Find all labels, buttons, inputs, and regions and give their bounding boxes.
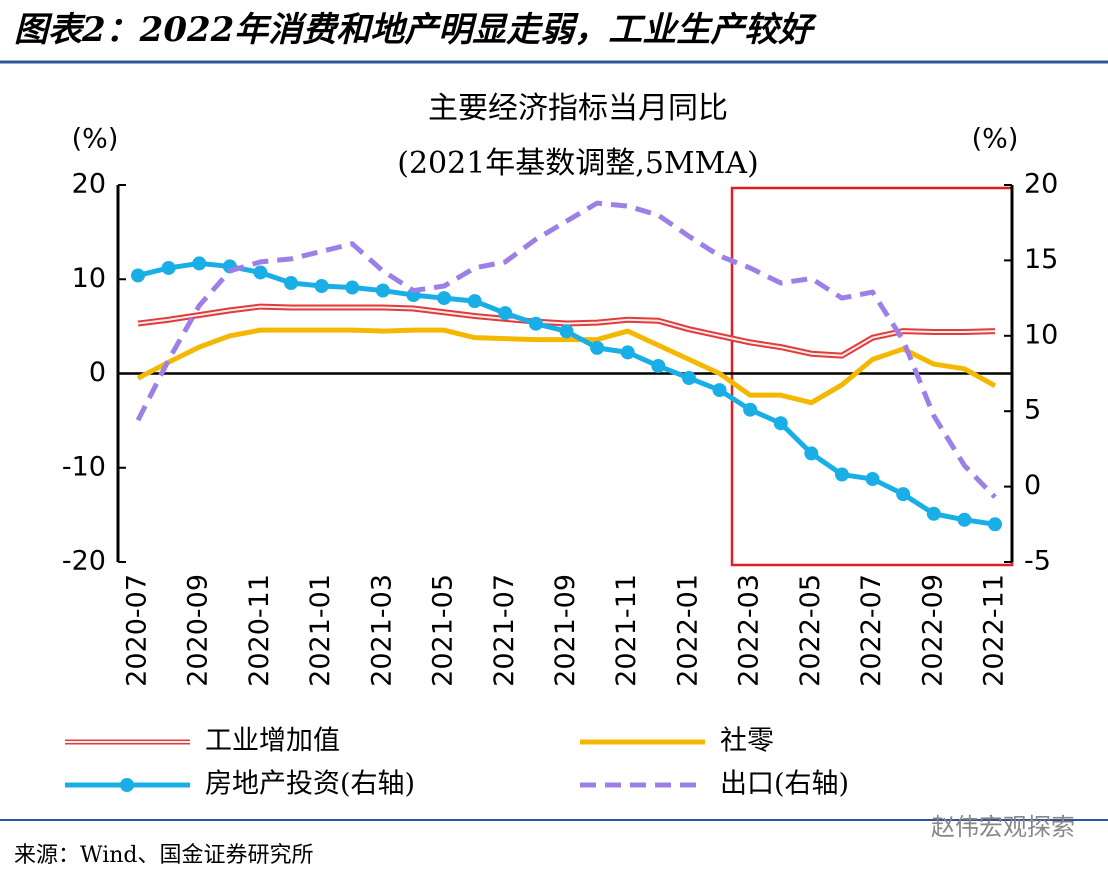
y-tick-label: 10: [72, 263, 106, 294]
series-marker: [528, 316, 543, 331]
series-marker: [161, 260, 176, 275]
y2-tick-label: 5: [1024, 395, 1041, 426]
x-tick-label: 2021-05: [428, 574, 459, 687]
legend-label: 社零: [720, 726, 774, 757]
series-marker: [345, 280, 360, 295]
y2-tick-label: 15: [1024, 244, 1058, 275]
series-marker: [896, 487, 911, 502]
source: 来源：Wind、国金证券研究所: [14, 843, 314, 868]
legend-label: 出口(右轴): [720, 769, 849, 800]
series-marker: [681, 371, 696, 386]
legend-label: 工业增加值: [205, 726, 340, 757]
x-tick-label: 2021-03: [366, 574, 397, 687]
y2-tick-label: 10: [1024, 319, 1058, 350]
y2-tick-label: 20: [1024, 169, 1058, 200]
series-marker: [804, 446, 819, 461]
x-tick-label: 2022-07: [856, 574, 887, 687]
series-marker: [253, 265, 268, 280]
series-line-inner: [137, 305, 996, 357]
series-marker: [834, 467, 849, 482]
series-line: [137, 260, 996, 527]
chart-subtitle: (2021年基数调整,5MMA): [397, 146, 758, 181]
series-marker: [926, 506, 941, 521]
x-tick-label: 2022-01: [672, 574, 703, 687]
x-tick-label: 2020-07: [122, 574, 153, 687]
series-marker: [284, 276, 299, 291]
x-tick-label: 2022-11: [979, 574, 1010, 687]
watermark: 赵伟宏观探索: [931, 813, 1075, 841]
series-marker: [620, 345, 635, 360]
series-marker: [712, 383, 727, 398]
x-tick-label: 2020-11: [244, 574, 275, 687]
series-marker: [590, 340, 605, 355]
x-tick-label: 2021-01: [305, 574, 336, 687]
x-tick-label: 2021-07: [489, 574, 520, 687]
y-tick-label: -20: [62, 546, 106, 577]
y2-tick-label: -5: [1024, 546, 1051, 577]
x-tick-label: 2020-09: [183, 574, 214, 687]
y-axis-label: (%): [72, 124, 119, 155]
series-marker: [957, 512, 972, 527]
y2-axis-label: (%): [972, 124, 1019, 155]
x-tick-label: 2022-09: [917, 574, 948, 687]
series-marker: [865, 472, 880, 487]
x-tick-label: 2022-05: [795, 574, 826, 687]
y2-tick-label: 0: [1024, 470, 1041, 501]
series-marker: [467, 294, 482, 309]
x-tick-label: 2021-09: [550, 574, 581, 687]
series-marker: [988, 517, 1002, 532]
highlight-box: [730, 186, 1014, 567]
series-marker: [743, 402, 758, 417]
series-line: [136, 327, 997, 406]
legend-marker: [120, 778, 134, 792]
series-marker: [773, 416, 788, 431]
y-tick-label: -10: [62, 451, 106, 482]
series-marker: [559, 324, 574, 339]
page-title: 图表2：2022年消费和地产明显走弱，工业生产较好: [14, 10, 817, 50]
series-marker: [375, 283, 390, 298]
y-tick-label: 0: [89, 357, 106, 388]
series-marker: [651, 358, 666, 373]
x-tick-label: 2021-11: [611, 574, 642, 687]
x-tick-label: 2022-03: [734, 574, 765, 687]
series-marker: [131, 268, 145, 283]
series-marker: [437, 291, 452, 306]
series-line: [135, 200, 997, 499]
legend-label: 房地产投资(右轴): [205, 769, 415, 800]
chart-title: 主要经济指标当月同比: [428, 91, 728, 126]
y-tick-label: 20: [72, 169, 106, 200]
series-marker: [498, 306, 513, 321]
series-marker: [192, 256, 207, 271]
series-marker: [314, 279, 329, 294]
